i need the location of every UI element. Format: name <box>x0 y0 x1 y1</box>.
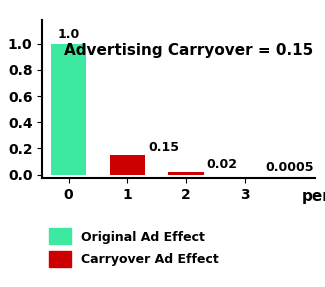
X-axis label: period: period <box>301 189 325 204</box>
Text: 0.0005: 0.0005 <box>265 161 314 174</box>
Text: 0.15: 0.15 <box>148 141 179 154</box>
Text: 0.02: 0.02 <box>207 158 238 171</box>
Legend: Original Ad Effect, Carryover Ad Effect: Original Ad Effect, Carryover Ad Effect <box>48 228 219 267</box>
Bar <box>168 172 204 175</box>
Text: 1.0: 1.0 <box>58 28 80 41</box>
Text: Advertising Carryover = 0.15: Advertising Carryover = 0.15 <box>64 43 314 58</box>
Bar <box>51 44 86 175</box>
Bar <box>110 155 145 175</box>
